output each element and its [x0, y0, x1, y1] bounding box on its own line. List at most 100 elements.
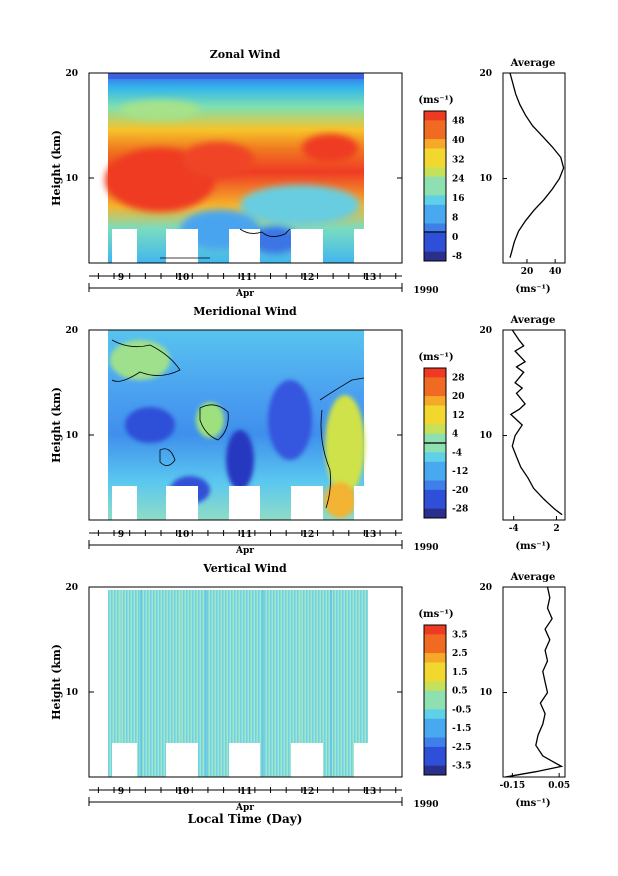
day-tick-label: 10 [177, 273, 190, 283]
colorbar-swatch [424, 242, 446, 253]
colorbar-swatch [424, 167, 446, 178]
colorbar-swatch [424, 176, 446, 187]
y-axis-label: Height (km) [50, 387, 63, 463]
unit-axis-label: (ms⁻¹) [515, 798, 550, 809]
colorbar-swatch [424, 111, 446, 121]
colorbar-swatch [424, 653, 446, 663]
colorbar-swatch [424, 671, 446, 682]
day-tick-label: 11 [240, 530, 253, 540]
average-profile: Average 20 40 20 10 (ms⁻¹) [479, 58, 566, 295]
colorbar-swatch [424, 214, 446, 224]
profile-x-tick-label: -0.15 [500, 781, 526, 791]
hour-marker: + [298, 272, 306, 282]
colorbar-swatch [424, 195, 446, 206]
colorbar-tick-label: -0.5 [452, 705, 471, 715]
colorbar-swatch [424, 148, 446, 159]
day-tick-label: 13 [364, 530, 377, 540]
colorbar-swatch [424, 433, 446, 444]
colorbar-swatch [424, 681, 446, 692]
colorbar-tick-label: -28 [452, 505, 468, 515]
y-tick-label: 20 [479, 583, 492, 593]
plot-frame [88, 72, 403, 264]
meridional-wind-panel: Meridional Wind [50, 305, 566, 556]
day-tick-label: 11 [240, 273, 253, 283]
day-tick-label: 12 [302, 787, 315, 797]
colorbar-swatch [424, 508, 446, 519]
colorbar-swatch [424, 424, 446, 435]
y-axis-label: Height (km) [50, 644, 63, 720]
average-profile: Average -4 2 20 10 (ms⁻¹) [479, 315, 566, 552]
colorbar-tick-label: 24 [452, 175, 465, 185]
colorbar-swatch [424, 368, 446, 378]
colorbar: (ms⁻¹) 48 40 32 24 16 8 0 -8 [418, 95, 464, 262]
colorbar-swatch [424, 499, 446, 510]
colorbar-tick-label: -20 [452, 486, 468, 496]
y-tick-label: 10 [479, 431, 492, 441]
hour-marker: + [110, 529, 118, 539]
colorbar-swatch [424, 765, 446, 776]
unit-axis-label: (ms⁻¹) [515, 284, 550, 295]
colorbar-swatch [424, 625, 446, 635]
colorbar-swatch [424, 728, 446, 738]
plot-frame [88, 586, 403, 778]
chart-title: Vertical Wind [202, 562, 287, 575]
colorbar-swatch [424, 634, 446, 645]
colorbar-frame [423, 110, 447, 262]
y-tick-label: 10 [479, 174, 492, 184]
profile-x-tick-label: 2 [553, 524, 559, 534]
y-tick-label: 20 [65, 326, 78, 336]
colorbar-tick-label: -1.5 [452, 724, 471, 734]
colorbar-swatch [424, 643, 446, 654]
colorbar: (ms⁻¹) 3.5 2.5 1.5 0.5 -0.5 -1.5 -2.5 -3.5 [418, 609, 471, 776]
colorbar-tick-label: 20 [452, 392, 465, 402]
month-label: Apr [235, 546, 254, 556]
colorbar-swatch [424, 461, 446, 472]
colorbar-frame [423, 624, 447, 776]
y-tick-label: 20 [65, 69, 78, 79]
zero-contour [160, 228, 291, 259]
day-tick-label: 11 [240, 787, 253, 797]
day-tick-label: 9 [118, 273, 124, 283]
day-tick-label: 9 [118, 787, 124, 797]
colorbar-swatch [424, 232, 446, 243]
colorbar-swatch [424, 223, 446, 234]
day-tick-label: 9 [118, 530, 124, 540]
chart-title: Zonal Wind [210, 48, 281, 61]
profile-line [505, 586, 564, 778]
colorbar-tick-label: -3.5 [452, 762, 471, 772]
hour-marker: + [235, 529, 243, 539]
colorbar: (ms⁻¹) 28 20 12 4 -4 -12 -20 -28 [418, 352, 468, 519]
colorbar-tick-label: 8 [452, 213, 458, 223]
colorbar-tick-label: -12 [452, 467, 468, 477]
colorbar-swatch [424, 709, 446, 720]
y-tick-label: 20 [65, 583, 78, 593]
month-label: Apr [235, 289, 254, 299]
y-tick-label: 10 [65, 174, 78, 184]
hour-marker: + [361, 786, 369, 796]
colorbar-swatch [424, 443, 446, 453]
profile-line [509, 329, 563, 516]
colorbar-swatch [424, 405, 446, 416]
colorbar-tick-label: 28 [452, 373, 465, 383]
colorbar-tick-label: -8 [452, 252, 462, 262]
colorbar-units: (ms⁻¹) [418, 352, 453, 363]
day-tick-label: 13 [364, 273, 377, 283]
colorbar-swatch [424, 377, 446, 388]
y-tick-label: 10 [65, 431, 78, 441]
hour-marker: + [298, 529, 306, 539]
colorbar-tick-label: 16 [452, 194, 465, 204]
zonal-wind-panel: Zonal Wind [50, 48, 566, 299]
y-axis [89, 72, 402, 179]
data-gaps [112, 229, 364, 263]
hour-marker: + [173, 272, 181, 282]
colorbar-swatch [424, 139, 446, 149]
data-gaps [112, 743, 368, 777]
colorbar-tick-label: -2.5 [452, 743, 471, 753]
colorbar-swatch [424, 452, 446, 463]
colorbar-swatch [424, 746, 446, 757]
colorbar-tick-label: 0.5 [452, 687, 468, 697]
year-label: 1990 [413, 286, 438, 296]
colorbar-swatch [424, 186, 446, 196]
colorbar-swatch [424, 120, 446, 131]
colorbar-tick-label: 40 [452, 136, 465, 146]
